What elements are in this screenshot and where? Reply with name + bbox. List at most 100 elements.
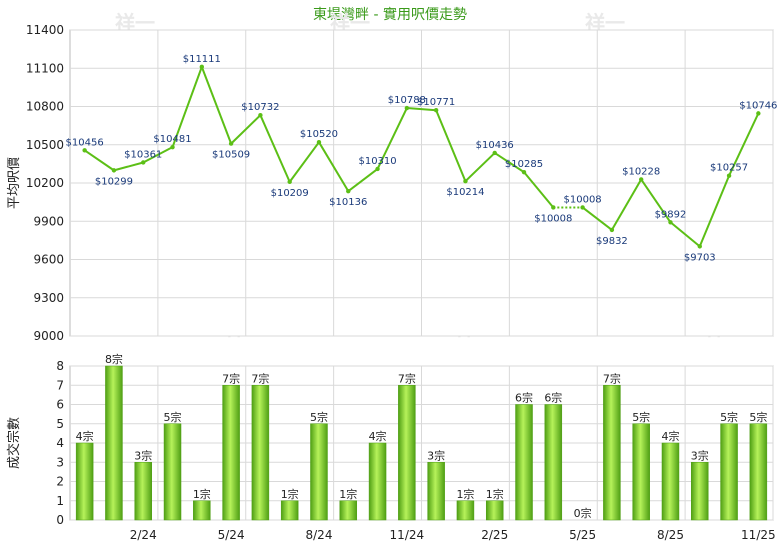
volume-bar-label: 3宗 — [427, 448, 445, 462]
price-tick-label: 9300 — [33, 291, 64, 305]
price-point — [228, 141, 234, 146]
volume-bar-label: 5宗 — [749, 410, 767, 424]
price-line-segment — [171, 66, 203, 148]
price-point-label: $9832 — [596, 236, 628, 247]
x-tick-label: 8/24 — [306, 528, 333, 542]
price-point-label: $10509 — [212, 150, 250, 161]
volume-tick-label: 1 — [56, 494, 64, 508]
price-line-segment — [669, 221, 701, 248]
volume-bar-label: 4宗 — [76, 429, 94, 443]
price-point-label: $10732 — [241, 102, 279, 113]
volume-bar — [632, 423, 650, 521]
price-point — [346, 188, 351, 194]
price-point-label: $10008 — [534, 213, 572, 224]
price-point — [404, 105, 410, 111]
volume-bar — [280, 500, 299, 521]
x-tick-label: 2/24 — [130, 528, 157, 542]
price-point-label: $10746 — [739, 100, 777, 111]
chart-title: 東堤灣畔 - 實用呎價走勢 — [313, 6, 467, 23]
price-line-segment — [142, 146, 173, 164]
price-line-segment — [113, 161, 144, 172]
volume-bar — [251, 385, 270, 521]
price-point — [199, 64, 205, 70]
volume-bar — [368, 442, 387, 521]
price-point-label: $10456 — [66, 137, 104, 148]
price-point — [726, 173, 732, 178]
price-point — [111, 168, 117, 173]
price-line-segment — [288, 141, 320, 183]
price-line-segment — [435, 109, 467, 182]
volume-bar — [544, 404, 563, 521]
volume-bar — [456, 500, 475, 521]
volume-bar-label: 0宗 — [574, 506, 592, 520]
volume-bar — [310, 423, 328, 521]
x-tick-label: 5/24 — [218, 528, 245, 542]
volume-bar-label: 7宗 — [222, 371, 240, 385]
volume-tick-label: 3 — [56, 455, 64, 469]
volume-bar-label: 1宗 — [456, 487, 474, 501]
price-point — [433, 107, 439, 113]
price-line-segment — [406, 107, 437, 112]
price-line-segment — [464, 152, 496, 182]
price-point-label: $10257 — [710, 163, 748, 174]
price-point-label: $11111 — [183, 54, 221, 65]
price-point-label: $10136 — [329, 197, 367, 208]
price-point — [638, 177, 644, 182]
x-tick-label: 2/25 — [481, 528, 508, 542]
x-tick-label: 11/25 — [741, 528, 776, 542]
volume-tick-label: 6 — [56, 398, 64, 412]
volume-tick-label: 4 — [56, 436, 64, 450]
volume-bar-label: 5宗 — [720, 410, 738, 424]
price-tick-label: 11400 — [26, 23, 64, 37]
x-tick-label: 5/25 — [569, 528, 596, 542]
price-point — [756, 111, 761, 116]
volume-axis-label: 成交宗數 — [6, 417, 22, 469]
price-point-label: $10214 — [446, 187, 484, 198]
price-line-segment — [611, 178, 643, 231]
price-point — [170, 144, 175, 150]
volume-bar-label: 6宗 — [544, 391, 562, 405]
price-tick-label: 10200 — [26, 176, 64, 190]
price-point-label: $9892 — [655, 209, 687, 220]
volume-tick-label: 0 — [56, 513, 64, 527]
volume-bar-label: 1宗 — [281, 487, 299, 501]
volume-bar — [398, 385, 416, 521]
price-point — [316, 140, 322, 145]
price-line-segment — [728, 112, 760, 177]
volume-bar-label: 7宗 — [398, 371, 416, 385]
price-tick-label: 9900 — [33, 214, 64, 228]
price-point-label: $10481 — [153, 134, 191, 145]
volume-bar-label: 4宗 — [369, 429, 387, 443]
volume-bar-label: 6宗 — [515, 391, 533, 405]
price-point-label: $10228 — [622, 166, 660, 177]
volume-bar — [75, 442, 94, 521]
volume-bar-label: 5宗 — [164, 410, 182, 424]
price-point — [492, 150, 497, 156]
price-line-segment — [200, 66, 233, 144]
volume-bar-label: 4宗 — [661, 429, 679, 443]
price-point — [287, 179, 292, 185]
volume-tick-label: 2 — [56, 475, 64, 489]
price-point-label: $10209 — [271, 188, 309, 199]
grid — [70, 29, 774, 521]
price-point — [463, 179, 468, 184]
price-point-label: $10285 — [505, 159, 543, 170]
volume-bar — [749, 423, 768, 521]
volume-bar — [134, 462, 152, 521]
x-tick-label: 8/25 — [657, 528, 684, 542]
price-point — [609, 227, 615, 233]
volume-bar — [485, 500, 504, 521]
price-point-label: $10520 — [300, 129, 338, 140]
price-tick-label: 10500 — [26, 138, 64, 152]
price-point — [668, 220, 673, 225]
price-point — [580, 205, 585, 210]
price-point-label: $10361 — [124, 149, 162, 160]
volume-bar — [603, 385, 621, 521]
price-point-label: $10771 — [417, 97, 455, 108]
volume-bar-label: 5宗 — [632, 410, 650, 424]
volume-tick-label: 8 — [56, 359, 64, 373]
volume-tick-label: 7 — [56, 378, 64, 392]
volume-bar-label: 5宗 — [310, 410, 328, 424]
price-point — [521, 169, 527, 175]
